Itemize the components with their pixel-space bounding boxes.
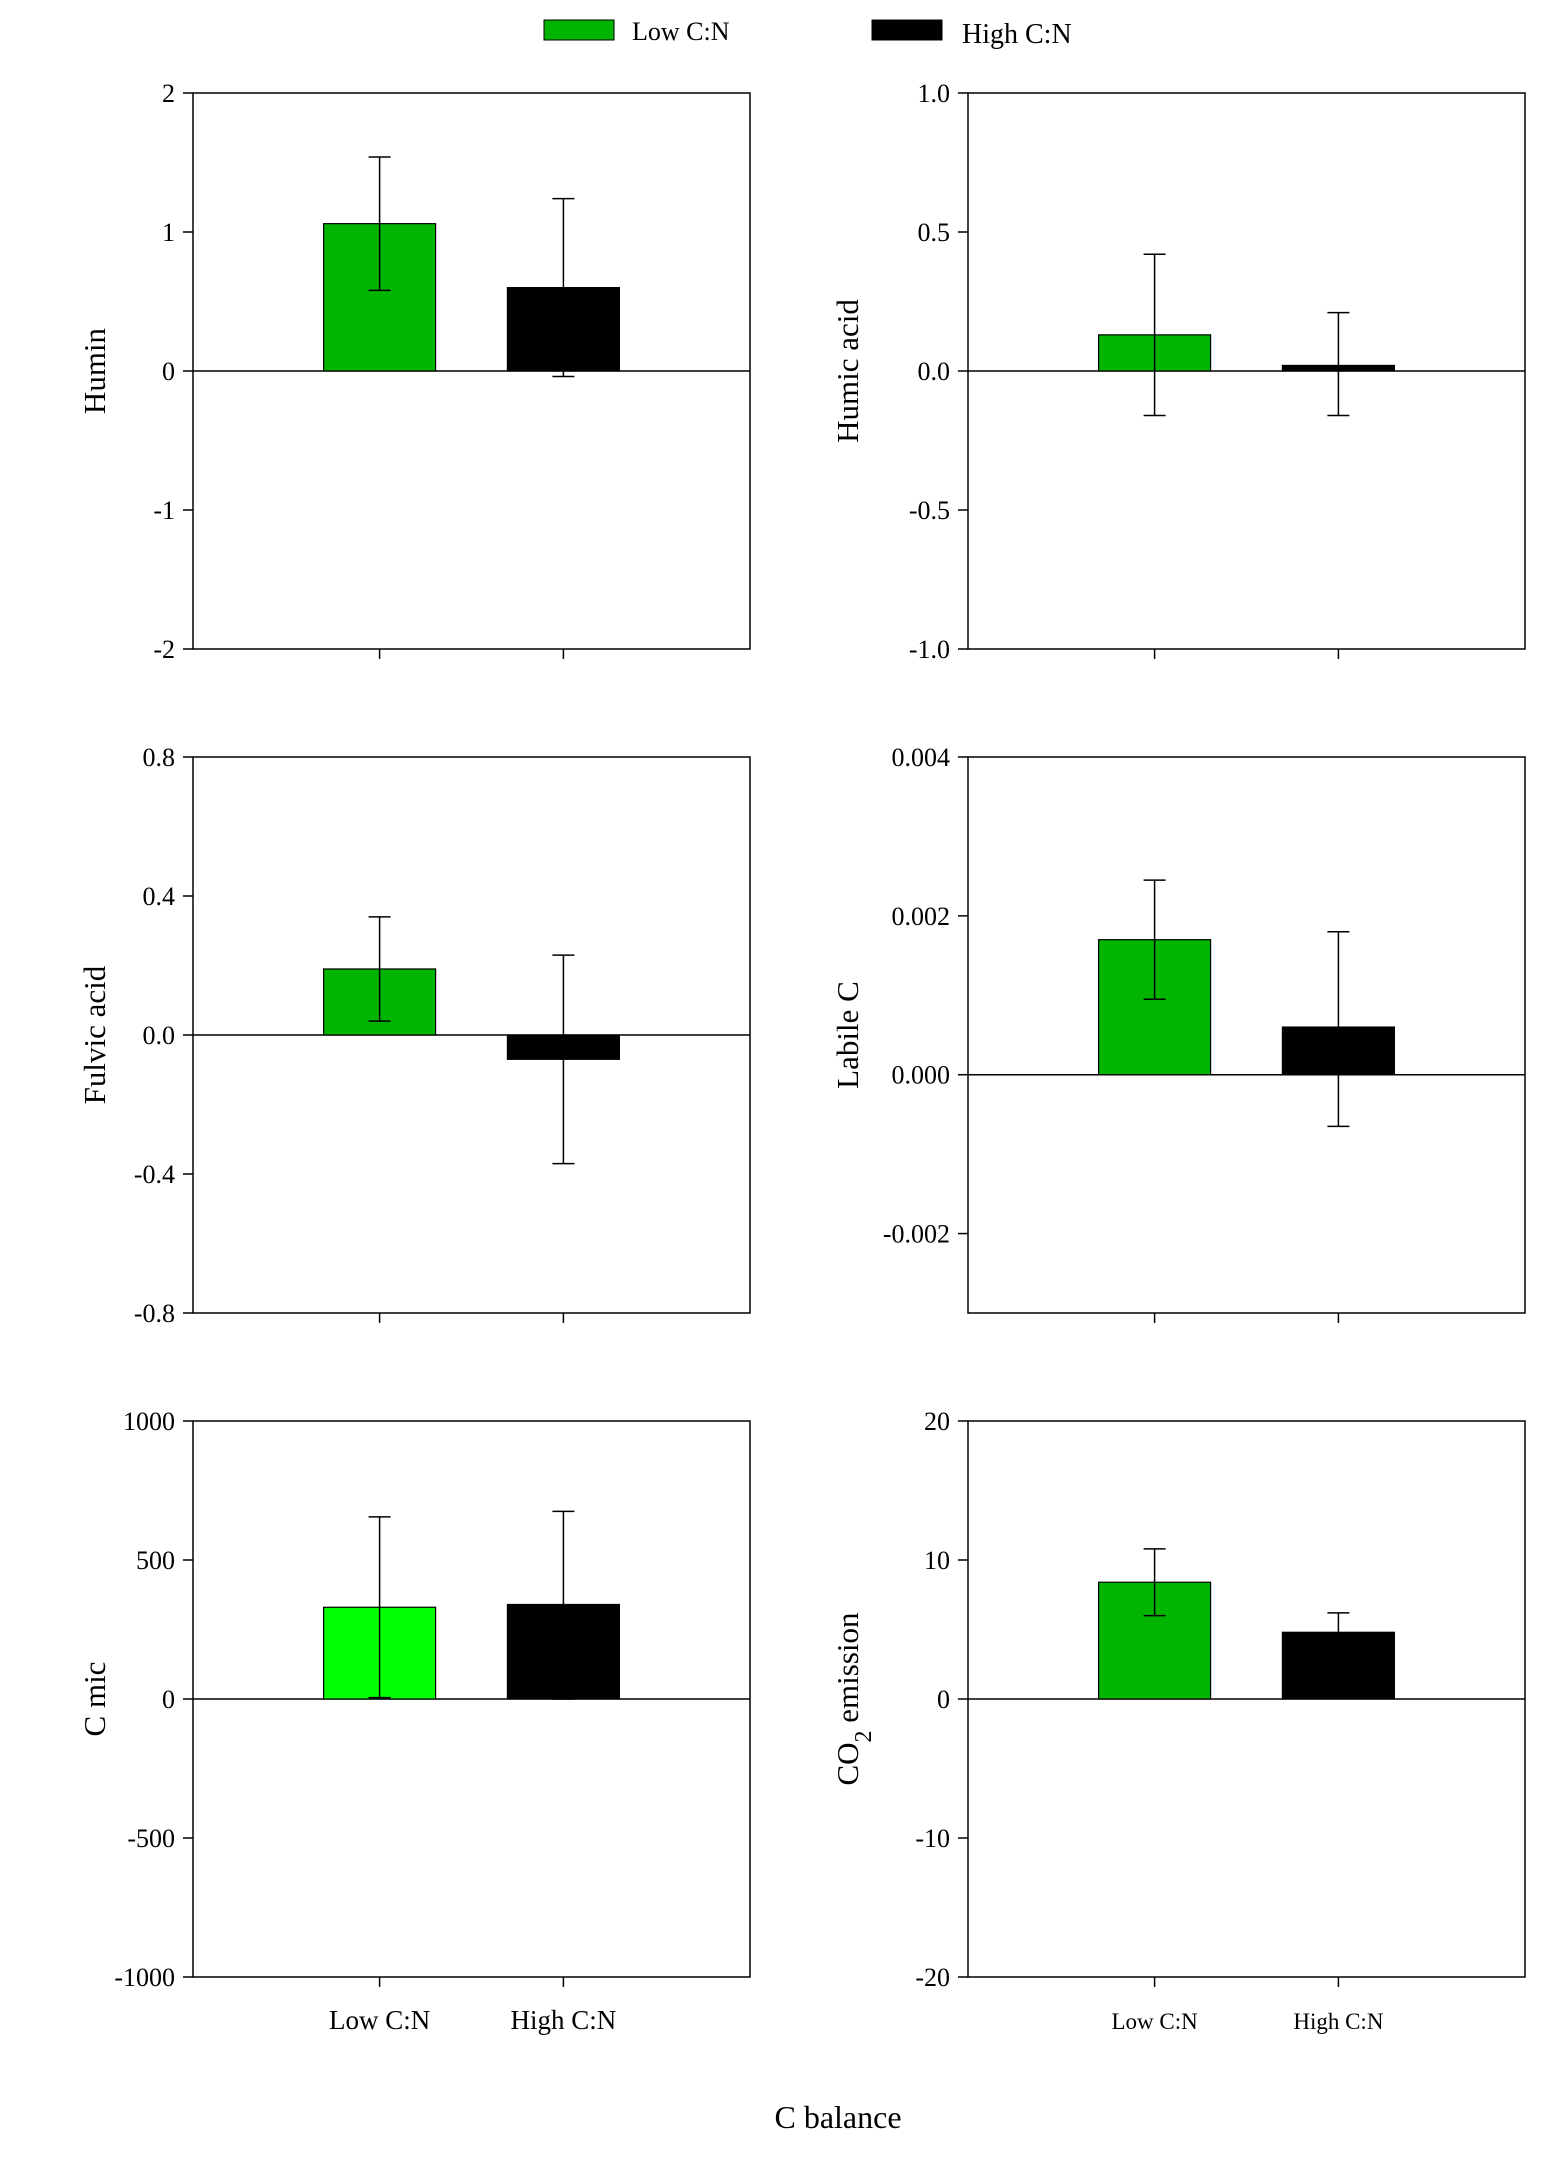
y-tick-label: -1.0 — [909, 635, 950, 664]
y-axis-label: C mic — [77, 1662, 112, 1737]
y-tick-label: 20 — [924, 1407, 950, 1436]
chart-panel-6: 20 10 0 -10 -20 Low C:N High C:N CO2 emission — [830, 1407, 1526, 2034]
y-axis-label: Labile C — [830, 981, 865, 1089]
y-tick-label: -1000 — [114, 1963, 175, 1992]
chart-panel-3: 0.8 0.4 0.0 -0.4 -0.8 Fulvic acid — [77, 743, 751, 1328]
y-tick-label: -2 — [153, 635, 175, 664]
y-tick-label: 0.004 — [892, 743, 951, 772]
chart-panel-2: 1.0 0.5 0.0 -0.5 -1.0 Humic acid — [830, 79, 1526, 664]
y-tick-label: 0 — [162, 357, 175, 386]
y-axis-label-rest: emission — [830, 1612, 865, 1730]
y-tick-label: 0.000 — [892, 1061, 951, 1090]
y-tick-label: 1000 — [123, 1407, 175, 1436]
y-axis-label-main: CO — [830, 1742, 865, 1785]
plot-frame — [967, 756, 1526, 1314]
chart-panel-1: 2 1 0 -1 -2 Humin — [77, 79, 751, 664]
y-tick-label: -0.4 — [134, 1160, 175, 1189]
y-tick-label: 0.8 — [143, 743, 176, 772]
y-tick-label: -20 — [915, 1963, 950, 1992]
y-tick-label: 2 — [162, 79, 175, 108]
x-tick-label: Low C:N — [1111, 2009, 1198, 2034]
legend-swatch-high-cn — [871, 19, 943, 41]
x-tick-label: High C:N — [511, 2005, 617, 2035]
legend-label-high-cn: High C:N — [962, 19, 1072, 50]
legend-swatch-low-cn — [543, 19, 615, 41]
y-tick-label: -0.002 — [883, 1220, 950, 1249]
y-tick-label: 0 — [162, 1685, 175, 1714]
y-tick-label: 0.5 — [918, 218, 951, 247]
y-tick-label: 1 — [162, 218, 175, 247]
y-tick-label: 0.4 — [143, 882, 176, 911]
chart-panel-5: 1000 500 0 -500 -1000 Low C:N High C:N C mic — [77, 1407, 751, 2035]
y-axis-label-subscript: 2 — [851, 1730, 877, 1742]
y-tick-label: 10 — [924, 1546, 950, 1575]
y-axis-label: Humic acid — [830, 299, 865, 443]
y-axis-label: CO2 emission — [830, 1612, 877, 1786]
y-tick-label: 500 — [136, 1546, 175, 1575]
x-tick-label: High C:N — [1293, 2009, 1383, 2034]
y-tick-label: 1.0 — [918, 79, 951, 108]
y-tick-label: 0.0 — [143, 1021, 176, 1050]
y-tick-label: -0.8 — [134, 1299, 175, 1328]
legend-label-low-cn: Low C:N — [632, 17, 730, 46]
y-tick-label: -10 — [915, 1824, 950, 1853]
y-tick-label: -0.5 — [909, 496, 950, 525]
y-tick-label: 0.002 — [892, 902, 951, 931]
x-tick-label: Low C:N — [329, 2005, 430, 2035]
y-axis-label: Fulvic acid — [77, 965, 112, 1104]
y-tick-label: 0.0 — [918, 357, 951, 386]
x-axis-title: C balance — [774, 2099, 901, 2135]
y-axis-label: Humin — [77, 327, 112, 414]
y-tick-label: -500 — [127, 1824, 175, 1853]
y-tick-label: 0 — [937, 1685, 950, 1714]
y-tick-label: -1 — [153, 496, 175, 525]
chart-panel-4: 0.004 0.002 0.000 -0.002 Labile C — [830, 743, 1526, 1323]
legend: Low C:N High C:N — [543, 17, 1072, 50]
